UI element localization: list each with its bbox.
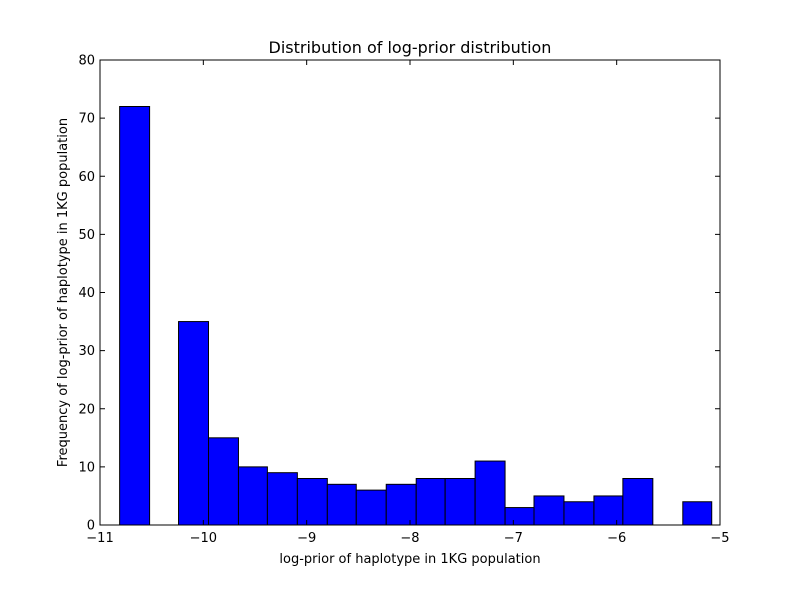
- y-tick-label: 20: [78, 402, 95, 417]
- y-tick-label: 40: [78, 286, 95, 301]
- histogram-bar: [504, 507, 535, 526]
- bars-group: [119, 106, 713, 526]
- x-tick-label: −5: [710, 531, 729, 546]
- histogram-bar: [208, 437, 239, 526]
- chart-title: Distribution of log-prior distribution: [269, 38, 552, 57]
- y-axis-ticks: 0 10 20 30 40 50 60 70 80: [78, 54, 720, 534]
- histogram-bar: [415, 478, 446, 526]
- histogram-bar: [266, 472, 298, 526]
- y-tick-label: 30: [78, 344, 95, 359]
- y-tick-label: 80: [78, 54, 95, 69]
- histogram-bar: [385, 483, 417, 526]
- y-axis-label: Frequency of log-prior of haplotype in 1…: [56, 118, 71, 467]
- x-axis-ticks: −11 −10 −9 −8 −7 −6 −5: [86, 60, 730, 546]
- histogram-bar: [326, 483, 357, 526]
- y-tick-label: 60: [78, 170, 95, 185]
- y-tick-label: 10: [78, 460, 95, 475]
- histogram-bar: [622, 478, 654, 526]
- histogram-bar: [178, 321, 210, 526]
- x-tick-label: −7: [504, 531, 523, 546]
- y-tick-label: 70: [78, 112, 95, 127]
- histogram-bar: [563, 501, 595, 526]
- histogram-bar: [237, 466, 268, 526]
- y-tick-label: 0: [87, 519, 95, 534]
- x-tick-label: −9: [297, 531, 316, 546]
- x-axis-label: log-prior of haplotype in 1KG population: [279, 552, 540, 567]
- x-tick-label: −11: [86, 531, 113, 546]
- histogram-bar: [474, 460, 506, 526]
- x-tick-label: −8: [400, 531, 419, 546]
- histogram-bar: [533, 495, 565, 526]
- x-tick-label: −6: [607, 531, 626, 546]
- histogram-bar: [444, 478, 476, 526]
- histogram-bar: [296, 478, 328, 526]
- histogram-bar: [682, 501, 713, 526]
- histogram-bar: [593, 495, 624, 526]
- x-tick-label: −10: [190, 531, 217, 546]
- histogram-bar: [355, 489, 387, 526]
- histogram-bar: [119, 106, 151, 526]
- y-tick-label: 50: [78, 228, 95, 243]
